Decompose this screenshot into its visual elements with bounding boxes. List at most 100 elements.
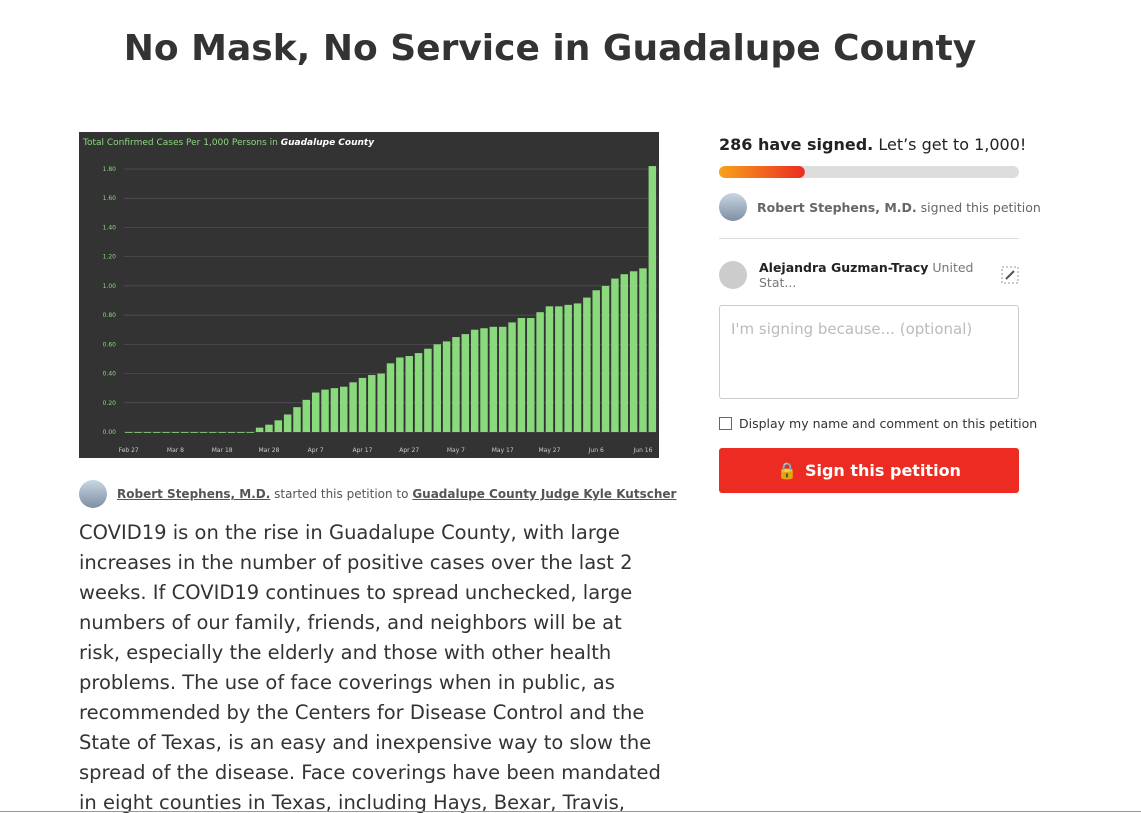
- starter-target[interactable]: Guadalupe County Judge Kyle Kutscher: [412, 487, 677, 501]
- signer-name: Robert Stephens, M.D.: [757, 199, 917, 215]
- bar: [489, 326, 498, 432]
- starter-verb: started this petition to: [274, 487, 409, 501]
- bar: [162, 432, 170, 433]
- x-tick-label: May 17: [492, 447, 514, 454]
- x-tick-label: Feb 27: [119, 447, 139, 454]
- comment-placeholder: I'm signing because... (optional): [731, 320, 973, 338]
- bar: [209, 432, 217, 433]
- y-tick-label: 0.60: [103, 341, 117, 348]
- bar: [442, 341, 451, 432]
- display-option[interactable]: Display my name and comment on this peti…: [719, 416, 1037, 431]
- bar: [461, 334, 470, 432]
- bar: [274, 420, 283, 432]
- bar: [368, 375, 376, 432]
- bar: [396, 357, 404, 432]
- x-tick-label: Mar 28: [259, 447, 280, 454]
- signed-text: 286 have signed.: [719, 135, 874, 154]
- bar: [564, 304, 572, 432]
- y-tick-label: 0.40: [103, 371, 117, 378]
- y-tick-label: 0.20: [103, 400, 117, 407]
- bar: [218, 432, 226, 433]
- lock-icon: 🔒: [777, 461, 797, 480]
- bar: [583, 297, 591, 432]
- bar: [620, 274, 629, 432]
- display-text: Display my name and comment on this peti…: [739, 416, 1038, 431]
- bar: [414, 353, 423, 432]
- petition-body: COVID19 is on the rise in Guadalupe Coun…: [79, 521, 661, 813]
- x-tick-label: May 27: [538, 447, 560, 454]
- bar: [237, 432, 245, 433]
- bar: [527, 318, 535, 432]
- bar: [555, 306, 563, 432]
- x-tick-label: Jun 16: [633, 447, 653, 454]
- bar: [377, 373, 385, 432]
- bar: [349, 382, 357, 432]
- x-tick-label: Apr 17: [352, 447, 372, 454]
- user-location: United Stat...: [759, 260, 974, 290]
- bar: [293, 407, 301, 432]
- bar: [311, 392, 320, 432]
- bar: [517, 318, 526, 432]
- chart-image: Total Confirmed Cases Per 1,000 Persons …: [79, 132, 659, 458]
- bar: [143, 432, 152, 433]
- x-tick-label: Mar 18: [212, 447, 233, 454]
- goal-text: Let’s get to 1,000!: [878, 135, 1027, 154]
- bar: [648, 166, 657, 433]
- bottom-line: [0, 811, 1141, 812]
- bar: [592, 290, 600, 432]
- bar: [227, 432, 236, 433]
- bar: [508, 322, 516, 432]
- bar: [424, 348, 432, 432]
- current-user: Alejandra Guzman-Tracy United Stat...: [719, 260, 1019, 290]
- bar: [190, 432, 198, 433]
- starter-line: Robert Stephens, M.D. started this petit…: [79, 480, 676, 508]
- checkbox[interactable]: [719, 417, 732, 430]
- progress-fill: [719, 166, 805, 178]
- y-tick-label: 0.00: [103, 429, 117, 436]
- bar: [470, 329, 479, 432]
- bar: [498, 326, 507, 432]
- signer-text: signed this petition: [920, 199, 1041, 215]
- x-tick-label: Apr 27: [399, 447, 419, 454]
- bar: [536, 312, 544, 432]
- y-tick-label: 1.40: [103, 224, 117, 231]
- bar: [629, 271, 638, 432]
- bar: [433, 344, 441, 432]
- bar: [302, 399, 311, 432]
- comment-box[interactable]: I'm signing because... (optional): [719, 305, 1019, 399]
- chart-title: Total Confirmed Cases Per 1,000 Persons …: [82, 138, 375, 148]
- bar: [283, 414, 292, 432]
- bar: [480, 328, 488, 432]
- y-tick-label: 1.20: [103, 254, 117, 261]
- sign-button-text: Sign this petition: [804, 461, 961, 480]
- bar: [152, 432, 161, 433]
- bar: [134, 432, 142, 433]
- bar: [171, 432, 180, 433]
- starter-name[interactable]: Robert Stephens, M.D.: [117, 487, 271, 501]
- y-tick-label: 1.80: [103, 166, 117, 173]
- bar: [639, 268, 647, 432]
- edit-icon[interactable]: [1001, 266, 1019, 284]
- bar: [265, 424, 273, 432]
- x-tick-label: May 7: [447, 447, 465, 454]
- bar: [246, 432, 254, 433]
- bar: [452, 337, 460, 432]
- bar: [181, 432, 189, 433]
- bar: [386, 363, 395, 432]
- x-tick-label: Mar 8: [167, 447, 184, 454]
- recent-signer: Robert Stephens, M.D. signed this petiti…: [719, 193, 1041, 221]
- y-tick-label: 1.00: [103, 283, 117, 290]
- bar: [124, 432, 133, 433]
- sign-button[interactable]: 🔒 Sign this petition: [719, 448, 1019, 493]
- separator: [719, 238, 1019, 239]
- bar: [405, 356, 413, 432]
- bar: [321, 389, 329, 432]
- signed-count: 286 have signed. Let’s get to 1,000!: [719, 135, 1026, 154]
- page-title: No Mask, No Service in Guadalupe County: [123, 28, 977, 69]
- y-tick-label: 1.60: [103, 195, 117, 202]
- bar: [601, 285, 610, 432]
- x-tick-label: Jun 6: [588, 447, 604, 454]
- y-tick-label: 0.80: [103, 312, 117, 319]
- bar: [611, 278, 619, 432]
